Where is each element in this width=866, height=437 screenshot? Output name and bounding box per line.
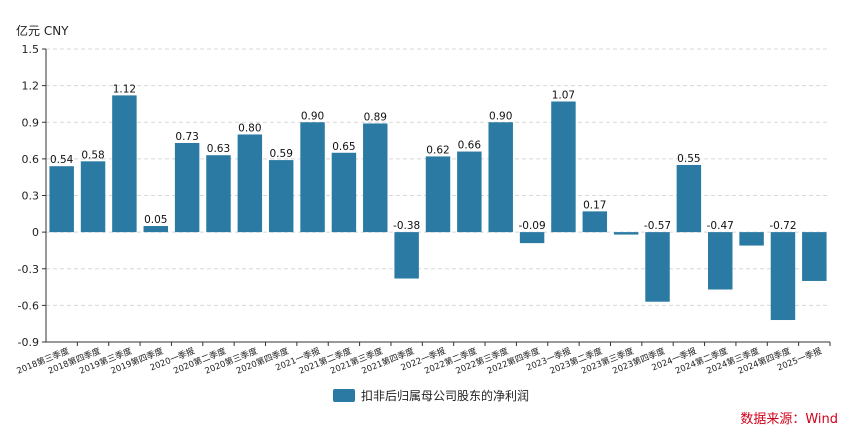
bar bbox=[425, 156, 451, 233]
data-label: -0.72 bbox=[769, 220, 796, 232]
bar bbox=[770, 232, 796, 321]
y-tick-label: 1.2 bbox=[22, 80, 40, 93]
data-label: 0.05 bbox=[144, 214, 167, 226]
bar bbox=[645, 232, 670, 302]
bar bbox=[363, 123, 388, 233]
data-label: 0.80 bbox=[238, 122, 261, 134]
bar bbox=[613, 232, 639, 235]
bar bbox=[80, 161, 106, 233]
data-label: 1.12 bbox=[113, 83, 136, 95]
bar bbox=[582, 211, 608, 233]
data-label: 0.63 bbox=[207, 143, 230, 155]
data-label: 0.59 bbox=[270, 148, 293, 160]
bar bbox=[551, 101, 576, 233]
y-tick-label: 0 bbox=[32, 226, 39, 239]
y-tick-label: 0.9 bbox=[22, 116, 40, 129]
data-label: -0.57 bbox=[644, 220, 671, 232]
data-label: 0.62 bbox=[426, 144, 449, 156]
bar bbox=[206, 155, 231, 233]
legend: 扣非后归属母公司股东的净利润 bbox=[333, 387, 529, 404]
data-label: -0.47 bbox=[707, 220, 734, 232]
bar bbox=[49, 166, 74, 233]
bar bbox=[708, 232, 733, 290]
data-label: 0.58 bbox=[81, 149, 104, 161]
y-tick-label: 1.5 bbox=[22, 43, 40, 56]
bar bbox=[143, 226, 168, 233]
data-label: 1.07 bbox=[552, 89, 575, 101]
y-tick-label: 0.3 bbox=[22, 190, 40, 203]
legend-label: 扣非后归属母公司股东的净利润 bbox=[361, 389, 530, 403]
legend-swatch bbox=[333, 389, 355, 402]
data-label: 0.54 bbox=[50, 154, 74, 166]
y-tick-label: -0.9 bbox=[18, 336, 39, 349]
bar bbox=[739, 232, 764, 246]
bar bbox=[174, 143, 200, 233]
y-tick-label: 0.6 bbox=[22, 153, 40, 166]
bar bbox=[802, 232, 827, 281]
data-label: 0.65 bbox=[332, 141, 355, 153]
data-label: 0.17 bbox=[583, 199, 606, 211]
y-tick-label: -0.3 bbox=[18, 263, 39, 276]
bar bbox=[519, 232, 545, 244]
data-source: 数据来源：Wind bbox=[740, 412, 838, 427]
bar bbox=[457, 151, 482, 233]
data-label: 0.73 bbox=[175, 131, 198, 143]
bar bbox=[300, 122, 325, 233]
bar bbox=[112, 95, 137, 233]
bar bbox=[394, 232, 419, 279]
bar bbox=[488, 122, 513, 233]
data-label: -0.09 bbox=[518, 220, 545, 232]
bar bbox=[676, 164, 702, 233]
data-label: 0.90 bbox=[301, 110, 324, 122]
bar bbox=[268, 160, 294, 233]
bar bbox=[237, 134, 263, 233]
bar bbox=[331, 152, 357, 233]
y-axis-unit: 亿元 CNY bbox=[16, 24, 69, 38]
data-label: -0.38 bbox=[393, 220, 420, 232]
data-label: 0.66 bbox=[458, 140, 482, 152]
y-tick-label: -0.6 bbox=[18, 299, 39, 312]
data-label: 0.90 bbox=[489, 110, 512, 122]
data-label: 0.89 bbox=[364, 111, 387, 123]
data-label: 0.55 bbox=[677, 153, 700, 165]
